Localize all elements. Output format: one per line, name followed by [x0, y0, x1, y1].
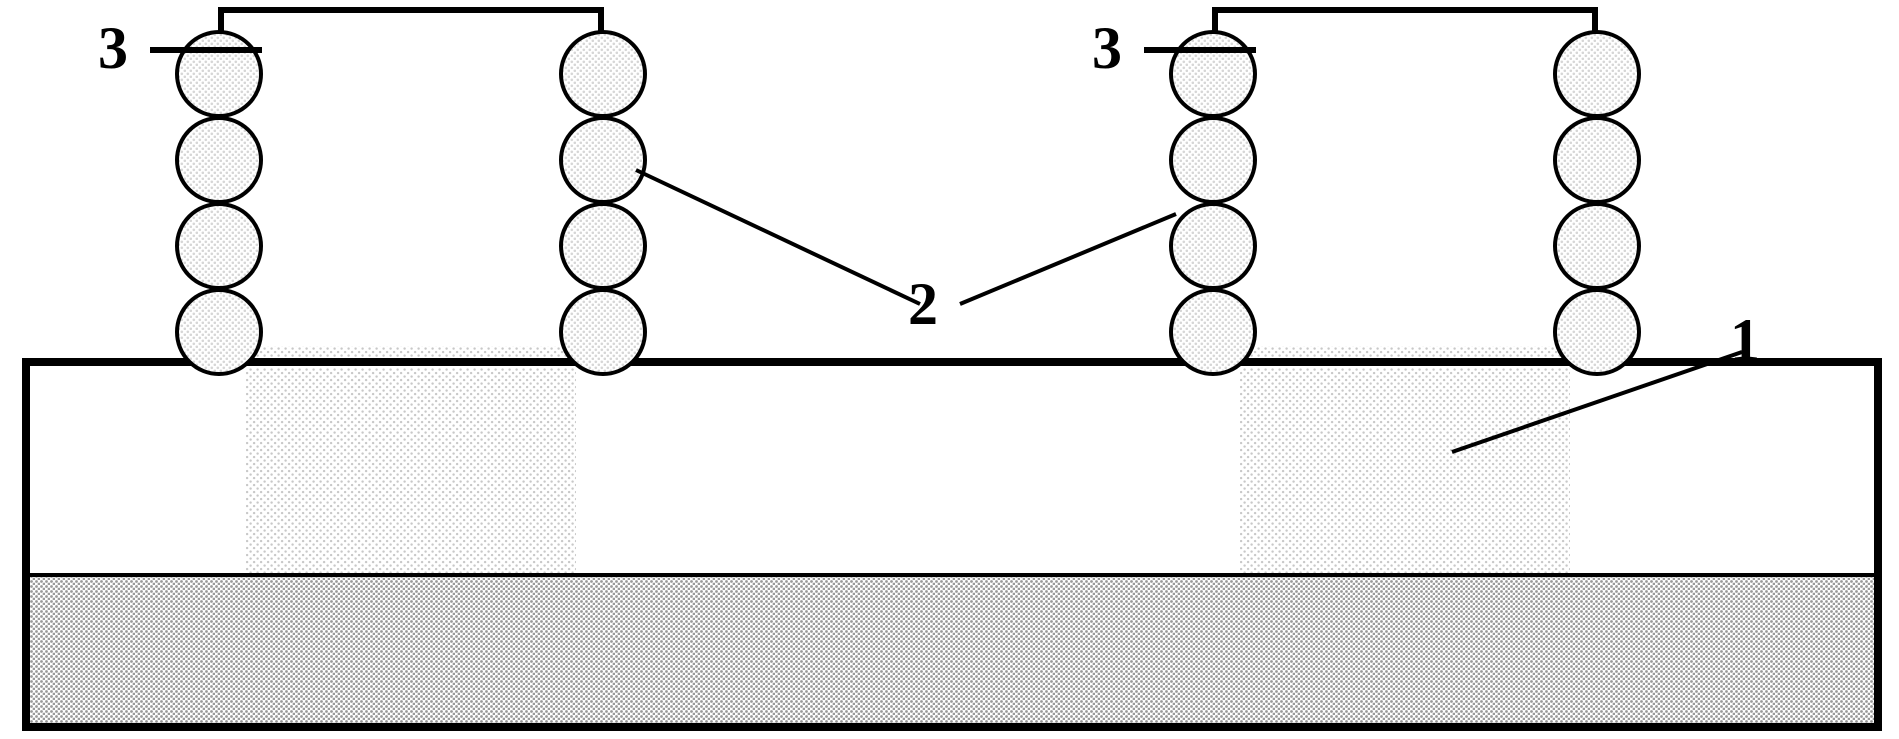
diffusion-well-1 [1240, 368, 1570, 576]
spacer-circle-3-1 [1555, 118, 1639, 202]
diffusion-well-0 [246, 368, 576, 576]
spacer-circle-2-2 [1171, 204, 1255, 288]
label-2: 2 [908, 271, 938, 337]
spacer-circle-0-3 [177, 290, 261, 374]
spacer-circle-3-3 [1555, 290, 1639, 374]
label-1: 1 [1730, 307, 1760, 373]
spacer-circle-2-0 [1171, 32, 1255, 116]
label-2-lead-1 [960, 214, 1176, 304]
spacer-circle-3-0 [1555, 32, 1639, 116]
gate-stack-1 [1215, 10, 1595, 362]
label-2-lead-0 [636, 170, 920, 304]
substrate-bottom-layer [30, 575, 1874, 723]
spacer-circle-0-2 [177, 204, 261, 288]
spacer-circle-2-1 [1171, 118, 1255, 202]
substrate [26, 362, 1878, 727]
gate-stack-0 [221, 10, 601, 362]
label-3a: 3 [98, 15, 128, 81]
spacer-circle-1-3 [561, 290, 645, 374]
spacer-circle-1-2 [561, 204, 645, 288]
spacer-circle-1-1 [561, 118, 645, 202]
spacer-circle-2-3 [1171, 290, 1255, 374]
spacer-circle-0-0 [177, 32, 261, 116]
spacer-circle-0-1 [177, 118, 261, 202]
label-3b: 3 [1092, 15, 1122, 81]
spacer-circle-3-2 [1555, 204, 1639, 288]
spacer-circle-1-0 [561, 32, 645, 116]
